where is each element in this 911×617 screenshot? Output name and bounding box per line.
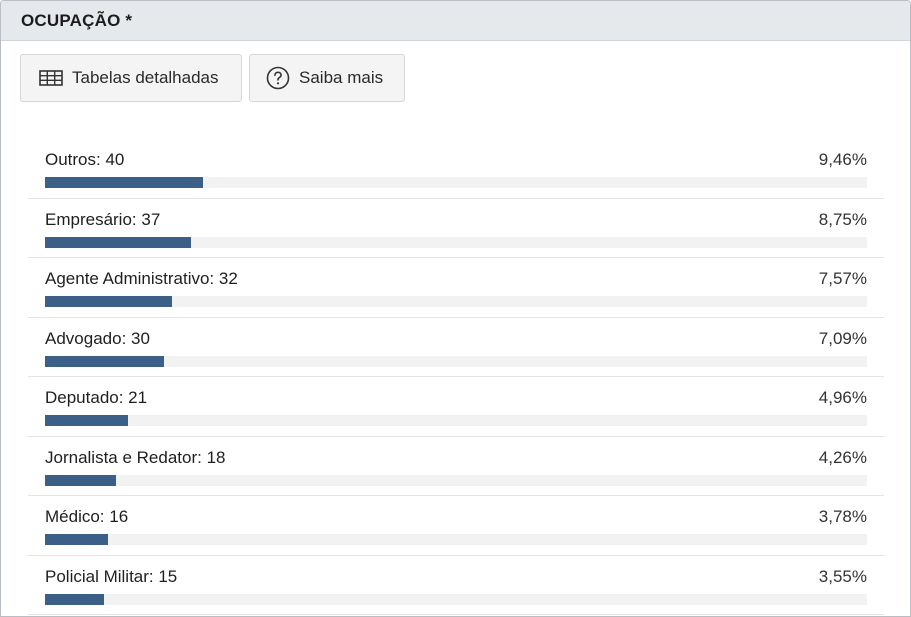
learn-more-button[interactable]: Saiba mais [249,54,405,102]
progress-track [45,415,867,426]
progress-track [45,355,867,367]
learn-more-label: Saiba mais [299,68,384,87]
list-item: Outros: 40 9,46% [28,139,884,199]
question-circle-icon [266,66,290,90]
item-label: Jornalista e Redator: 18 [45,447,226,467]
progress-fill [45,355,164,367]
progress-track [45,534,867,545]
detailed-tables-label: Tabelas detalhadas [72,68,219,87]
progress-fill [45,415,128,426]
item-percent: 3,55% [818,566,867,586]
progress-track [45,474,867,486]
progress-fill [45,296,172,307]
list-item: Médico: 16 3,78% [28,496,884,556]
item-label: Agente Administrativo: 32 [45,269,238,288]
progress-track [45,593,867,605]
item-label: Advogado: 30 [45,328,150,348]
panel-header: OCUPAÇÃO * [1,1,910,41]
progress-track [45,296,867,307]
item-percent: 9,46% [818,150,867,169]
item-percent: 3,78% [818,507,867,526]
item-label: Empresário: 37 [45,209,161,229]
progress-fill [45,236,192,248]
progress-track [45,236,867,248]
item-percent: 7,57% [818,269,867,288]
progress-fill [45,474,117,486]
item-percent: 4,96% [818,388,867,407]
progress-fill [45,177,204,188]
item-label: Policial Militar: 15 [45,566,178,586]
list-item: Policial Militar: 15 3,55% [28,556,884,615]
list-item: Empresário: 37 8,75% [28,199,884,258]
list-item: Deputado: 21 4,96% [28,377,884,437]
item-percent: 4,26% [818,447,867,467]
item-percent: 7,09% [818,328,867,348]
list-item: Jornalista e Redator: 18 4,26% [28,437,884,496]
item-percent: 8,75% [818,209,867,229]
progress-fill [45,593,105,605]
progress-fill [45,534,109,545]
detailed-tables-button[interactable]: Tabelas detalhadas [20,54,242,102]
toolbar: Tabelas detalhadas Saiba mais [20,54,405,102]
item-label: Deputado: 21 [45,388,148,407]
item-label: Médico: 16 [45,507,129,526]
item-label: Outros: 40 [45,150,125,169]
progress-track [45,177,867,188]
list-item: Advogado: 30 7,09% [28,318,884,377]
panel-title: OCUPAÇÃO * [21,10,133,30]
list-item: Agente Administrativo: 32 7,57% [28,258,884,318]
table-icon [39,70,63,86]
occupation-list: Outros: 40 9,46% Empresário: 37 8,75% Ag… [28,139,884,615]
